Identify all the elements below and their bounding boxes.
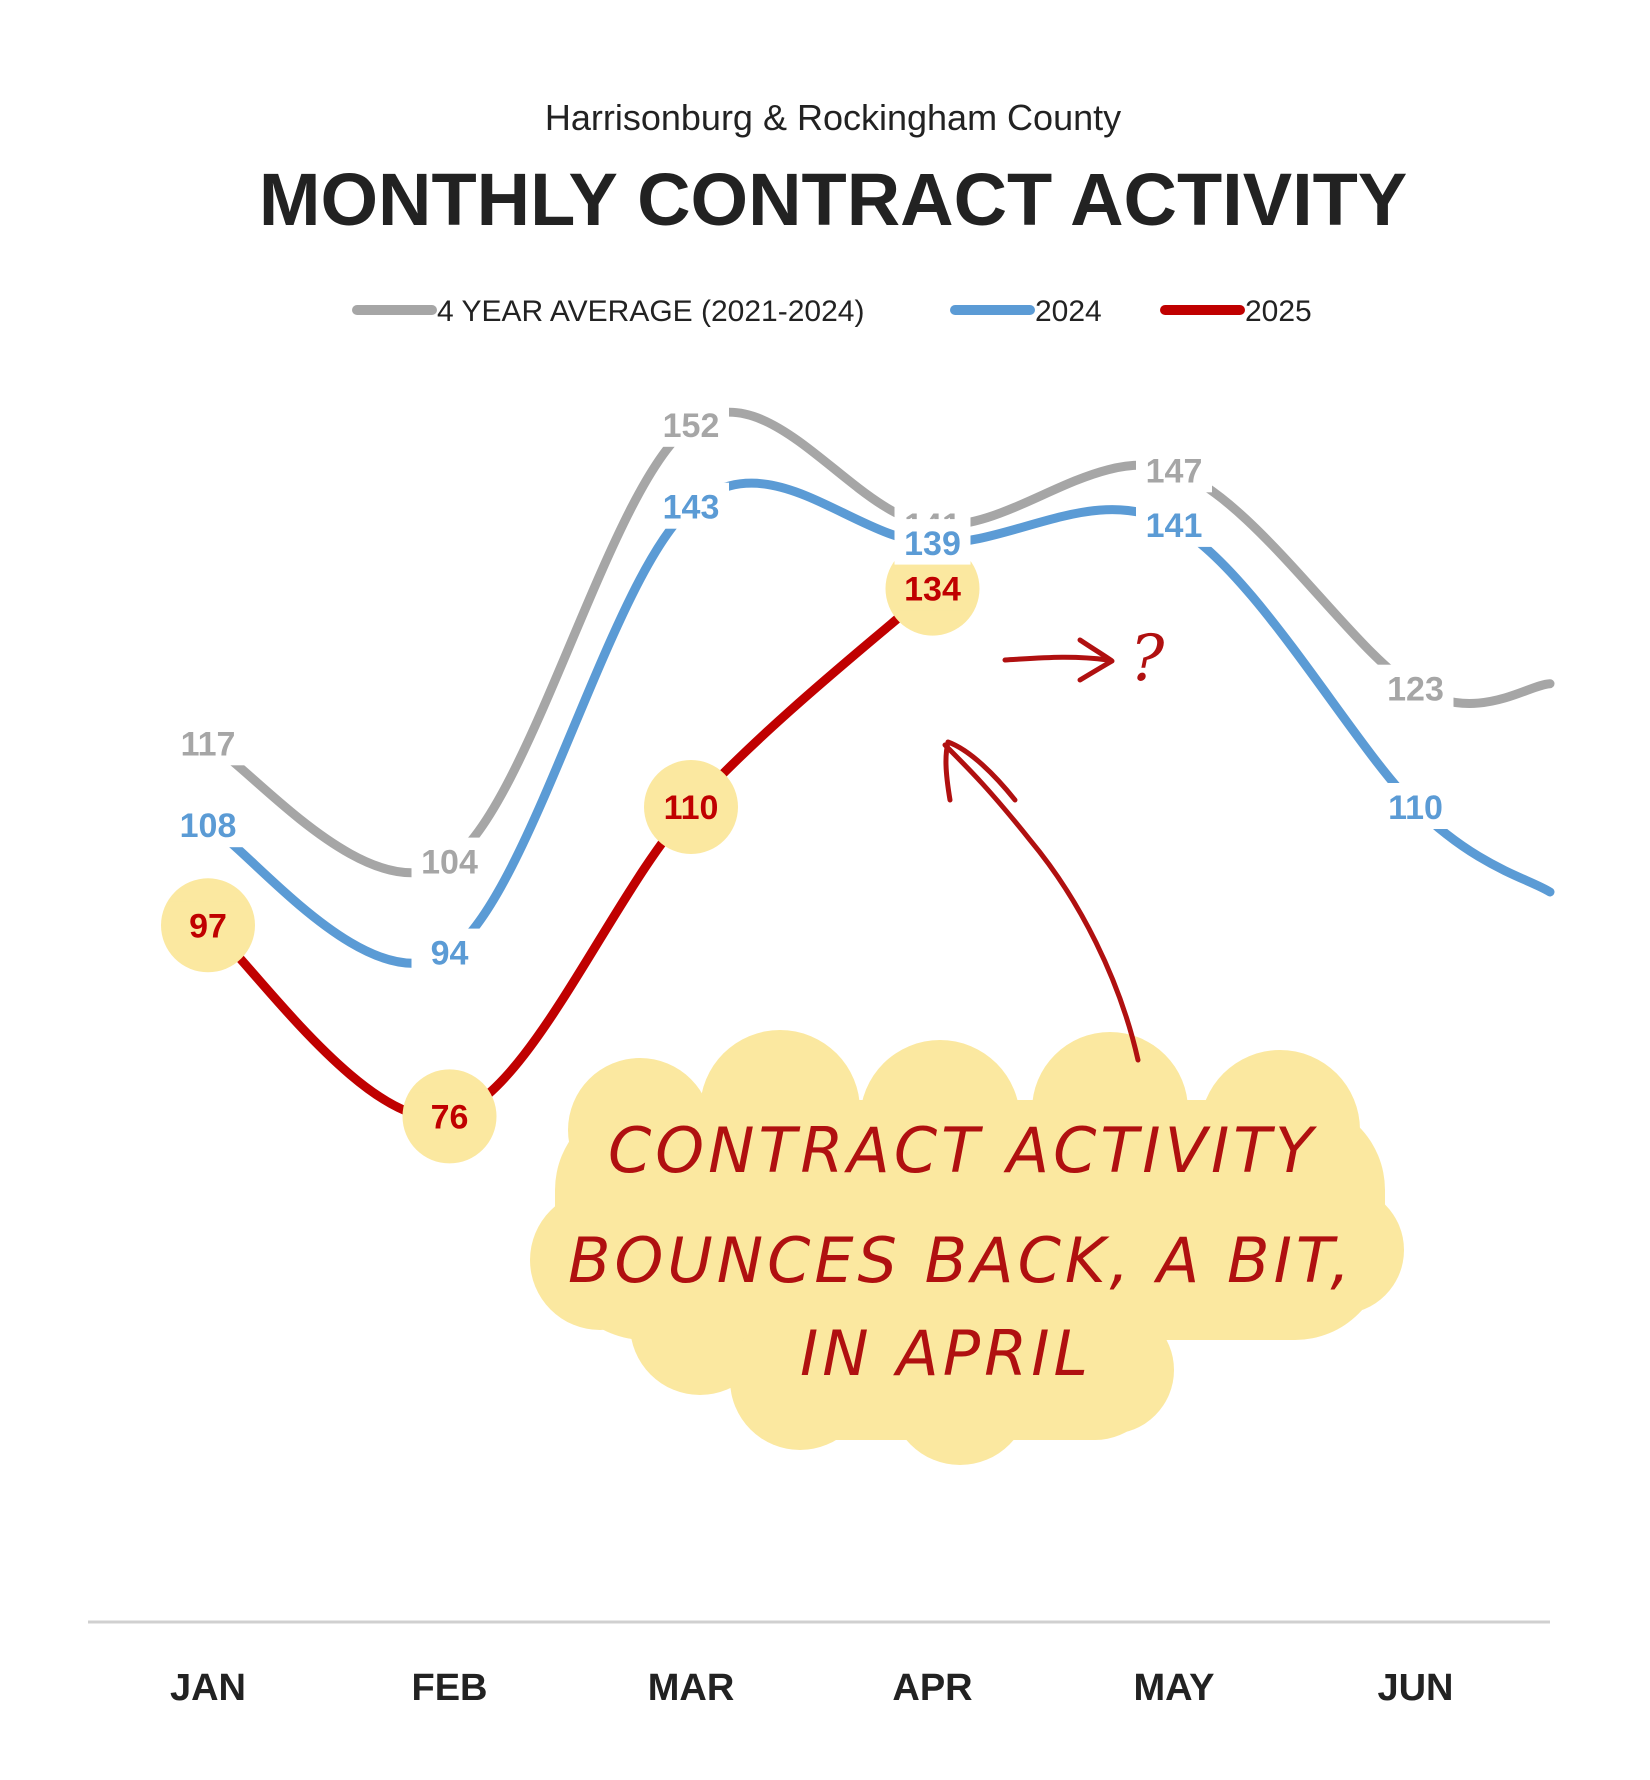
- data-labels: 1171041521411471231089414313914111097761…: [170, 400, 1454, 1139]
- data-label: 152: [663, 407, 720, 445]
- label-backdrop: [1136, 500, 1212, 547]
- x-tick-label: FEB: [412, 1667, 488, 1709]
- label-backdrop: [1136, 446, 1212, 493]
- x-tick-label: JUN: [1377, 1667, 1453, 1709]
- annotation-text: CONTRACT ACTIVITY BOUNCES BACK, A BIT, I…: [568, 1114, 1354, 1390]
- data-label: 97: [189, 907, 227, 945]
- x-tick-label: MAR: [648, 1667, 735, 1709]
- label-backdrop: [894, 564, 971, 611]
- data-label: 123: [1387, 671, 1444, 709]
- data-label: 134: [904, 571, 961, 609]
- data-label: 143: [663, 489, 720, 527]
- legend-label-2024: 2024: [1035, 295, 1102, 328]
- x-tick-label: MAY: [1134, 1667, 1215, 1709]
- arrow-up-to-april: [942, 742, 1141, 1063]
- data-label: 117: [181, 725, 236, 763]
- series-line-2: [203, 584, 937, 1123]
- arrow-up-head: [943, 739, 1018, 803]
- annotation-arrows: [942, 637, 1141, 1063]
- legend: 4 YEAR AVERAGE (2021-2024) 2024 2025: [352, 295, 1312, 328]
- label-backdrop: [653, 783, 729, 829]
- label-backdrop: [894, 519, 971, 566]
- series-line-1: [203, 478, 1555, 968]
- annotation-line-2: BOUNCES BACK, A BIT,: [568, 1224, 1354, 1297]
- series-layer: [203, 407, 1555, 1123]
- arrow-right-to-may: [1002, 654, 1111, 663]
- data-label: 104: [421, 844, 478, 882]
- chart-title: MONTHLY CONTRACT ACTIVITY: [259, 158, 1407, 241]
- label-backdrop: [1377, 783, 1454, 829]
- label-backdrop: [170, 901, 246, 948]
- data-label: 141: [1146, 507, 1203, 545]
- label-backdrop: [1377, 664, 1454, 711]
- series-line-0: [203, 407, 1555, 878]
- question-mark: ?: [1130, 622, 1165, 696]
- data-label: 108: [180, 807, 237, 845]
- annotation-cloud: [530, 1030, 1404, 1465]
- x-tick-label: JAN: [170, 1667, 246, 1709]
- data-label: 76: [431, 1098, 469, 1136]
- annotation-line-1: CONTRACT ACTIVITY: [608, 1114, 1317, 1187]
- arrow-right-head: [1077, 637, 1115, 683]
- label-backdrop: [653, 482, 729, 529]
- label-backdrop: [170, 719, 246, 766]
- data-label: 110: [664, 789, 719, 827]
- data-label: 110: [1388, 789, 1443, 827]
- label-backdrop: [411, 837, 488, 884]
- data-label: 139: [904, 525, 961, 563]
- label-backdrop: [411, 1092, 488, 1139]
- label-backdrop: [170, 801, 246, 848]
- annotation-line-3: IN APRIL: [800, 1317, 1092, 1390]
- x-tick-label: APR: [892, 1667, 972, 1709]
- x-axis-ticks: JAN FEB MAR APR MAY JUN: [170, 1667, 1454, 1709]
- label-backdrop: [653, 400, 729, 447]
- label-backdrop: [411, 928, 488, 975]
- data-label: 147: [1146, 452, 1203, 490]
- legend-label-2025: 2025: [1245, 295, 1312, 328]
- chart-subtitle: Harrisonburg & Rockingham County: [545, 97, 1121, 138]
- legend-label-4yr: 4 YEAR AVERAGE (2021-2024): [437, 295, 864, 328]
- data-label: 94: [431, 935, 469, 973]
